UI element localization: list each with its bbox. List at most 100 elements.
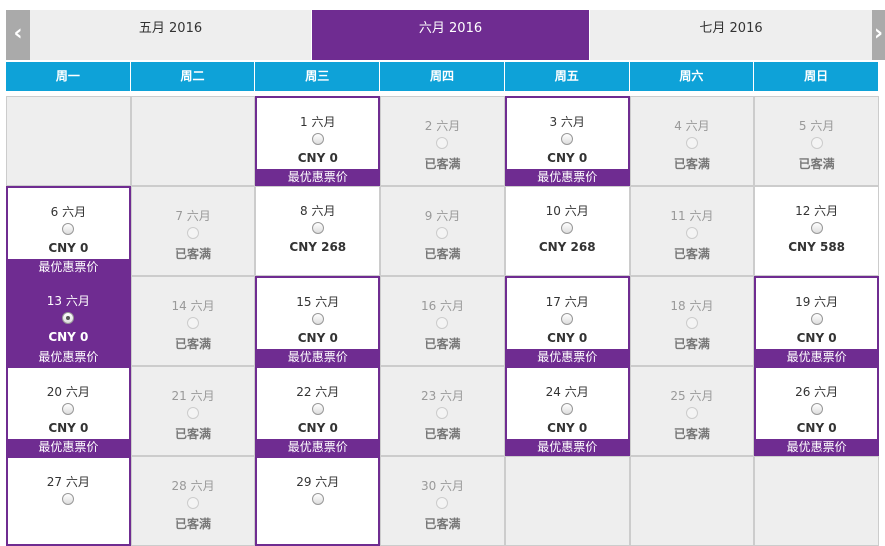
day-status: 已客满 — [673, 157, 710, 171]
day-radio[interactable] — [62, 223, 75, 235]
day-cell[interactable]: 27 六月 — [6, 456, 131, 546]
day-cell[interactable]: 12 六月 CNY 588 — [754, 186, 879, 276]
day-radio — [810, 137, 823, 149]
month-tab[interactable]: 六月 2016 — [312, 10, 589, 60]
day-status: 已客满 — [673, 247, 710, 261]
day-cell[interactable]: 20 六月 CNY 0 最优惠票价 — [6, 366, 131, 456]
day-date: 15 六月 — [296, 295, 340, 309]
day-cell[interactable]: 19 六月 CNY 0 最优惠票价 — [754, 276, 879, 366]
day-radio[interactable] — [62, 403, 75, 415]
day-date: 20 六月 — [46, 385, 90, 399]
day-radio[interactable] — [561, 313, 574, 325]
day-price: CNY 0 — [48, 421, 89, 435]
day-radio[interactable] — [311, 133, 324, 145]
day-date: 4 六月 — [674, 119, 710, 133]
day-status: 已客满 — [673, 337, 710, 351]
day-cell[interactable]: 6 六月 CNY 0 最优惠票价 — [6, 186, 131, 276]
day-date: 24 六月 — [545, 385, 589, 399]
day-cell: 7 六月 已客满 — [130, 186, 256, 276]
day-cell[interactable]: 26 六月 CNY 0 最优惠票价 — [754, 366, 879, 456]
day-price: CNY 0 — [297, 421, 338, 435]
empty-day — [504, 456, 630, 546]
day-date: 19 六月 — [795, 295, 839, 309]
day-price: CNY 268 — [538, 240, 596, 254]
day-radio[interactable] — [311, 403, 324, 415]
day-status: 已客满 — [424, 247, 461, 261]
day-radio — [436, 137, 449, 149]
day-date: 10 六月 — [545, 204, 589, 218]
day-price: CNY 268 — [289, 240, 347, 254]
day-date: 1 六月 — [300, 115, 336, 129]
day-radio[interactable] — [311, 493, 324, 505]
weekday-header: 周二 — [130, 62, 256, 91]
day-date: 21 六月 — [171, 389, 215, 403]
day-radio — [436, 317, 449, 329]
day-status: 已客满 — [424, 427, 461, 441]
day-radio[interactable] — [311, 313, 324, 325]
day-cell: 18 六月 已客满 — [629, 276, 755, 366]
page: ‹ 五月 2016 六月 2016 七月 2016 › 周一 周二 周三 周四 周五 周六 周日 1 六… — [6, 10, 885, 546]
day-cell[interactable]: 29 六月 — [255, 456, 381, 546]
day-cell: 9 六月 已客满 — [380, 186, 505, 276]
day-date: 28 六月 — [171, 479, 215, 493]
best-price-badge: 最优惠票价 — [255, 169, 381, 186]
day-date: 13 六月 — [46, 294, 90, 308]
day-cell[interactable]: 10 六月 CNY 268 — [504, 186, 630, 276]
day-cell[interactable]: 8 六月 CNY 268 — [255, 186, 381, 276]
day-status: 已客满 — [175, 427, 212, 441]
day-radio — [685, 317, 698, 329]
day-radio[interactable] — [810, 313, 823, 325]
day-radio — [187, 227, 200, 239]
day-cell[interactable]: 15 六月 CNY 0 最优惠票价 — [255, 276, 381, 366]
day-radio — [685, 227, 698, 239]
day-date: 2 六月 — [424, 119, 461, 133]
day-radio[interactable] — [810, 222, 823, 234]
day-date: 17 六月 — [545, 295, 589, 309]
day-radio[interactable] — [561, 403, 574, 415]
day-date: 5 六月 — [798, 119, 835, 133]
day-radio[interactable] — [810, 403, 823, 415]
day-status: 已客满 — [798, 157, 835, 171]
empty-day — [6, 96, 131, 186]
best-price-badge: 最优惠票价 — [6, 259, 131, 276]
day-cell[interactable]: 17 六月 CNY 0 最优惠票价 — [504, 276, 630, 366]
day-radio — [187, 497, 200, 509]
day-radio[interactable] — [561, 133, 574, 145]
best-price-badge: 最优惠票价 — [754, 439, 879, 456]
month-tab[interactable]: 五月 2016 — [30, 10, 311, 60]
best-price-badge: 最优惠票价 — [504, 349, 630, 366]
day-cell: 2 六月已客满 — [380, 96, 505, 186]
prev-month-button[interactable]: ‹ — [6, 10, 30, 60]
day-date: 26 六月 — [795, 385, 839, 399]
day-cell[interactable]: 13 六月 CNY 0 最优惠票价 — [6, 276, 131, 366]
day-date: 7 六月 — [175, 209, 211, 223]
day-radio[interactable] — [62, 493, 75, 505]
day-price: CNY 588 — [788, 240, 846, 254]
day-cell[interactable]: 22 六月 CNY 0 最优惠票价 — [255, 366, 381, 456]
day-date: 11 六月 — [670, 209, 714, 223]
day-date: 12 六月 — [795, 204, 839, 218]
best-price-badge: 最优惠票价 — [504, 439, 630, 456]
day-status: 已客满 — [424, 337, 461, 351]
day-status: 已客满 — [424, 157, 461, 171]
day-cell[interactable]: 24 六月 CNY 0 最优惠票价 — [504, 366, 630, 456]
day-cell: 11 六月已客满 — [629, 186, 755, 276]
day-cell[interactable]: 3 六月 CNY 0 最优惠票价 — [504, 96, 630, 186]
day-cell: 28 六月 已客满 — [130, 456, 256, 546]
day-date: 23 六月 — [420, 389, 465, 403]
empty-day — [754, 456, 879, 546]
day-date: 22 六月 — [296, 385, 340, 399]
day-radio[interactable] — [62, 312, 75, 324]
day-cell[interactable]: 1 六月 CNY 0 最优惠票价 — [255, 96, 381, 186]
next-month-button[interactable]: › — [872, 10, 885, 60]
day-date: 16 六月 — [420, 299, 465, 313]
day-price: CNY 0 — [547, 151, 588, 165]
day-radio[interactable] — [561, 222, 574, 234]
day-radio — [436, 227, 449, 239]
weekday-header: 周四 — [380, 62, 505, 91]
day-radio[interactable] — [311, 222, 324, 234]
month-tab[interactable]: 七月 2016 — [590, 10, 872, 60]
day-date: 27 六月 — [46, 475, 90, 489]
best-price-badge: 最优惠票价 — [6, 439, 131, 456]
best-price-badge: 最优惠票价 — [754, 349, 879, 366]
